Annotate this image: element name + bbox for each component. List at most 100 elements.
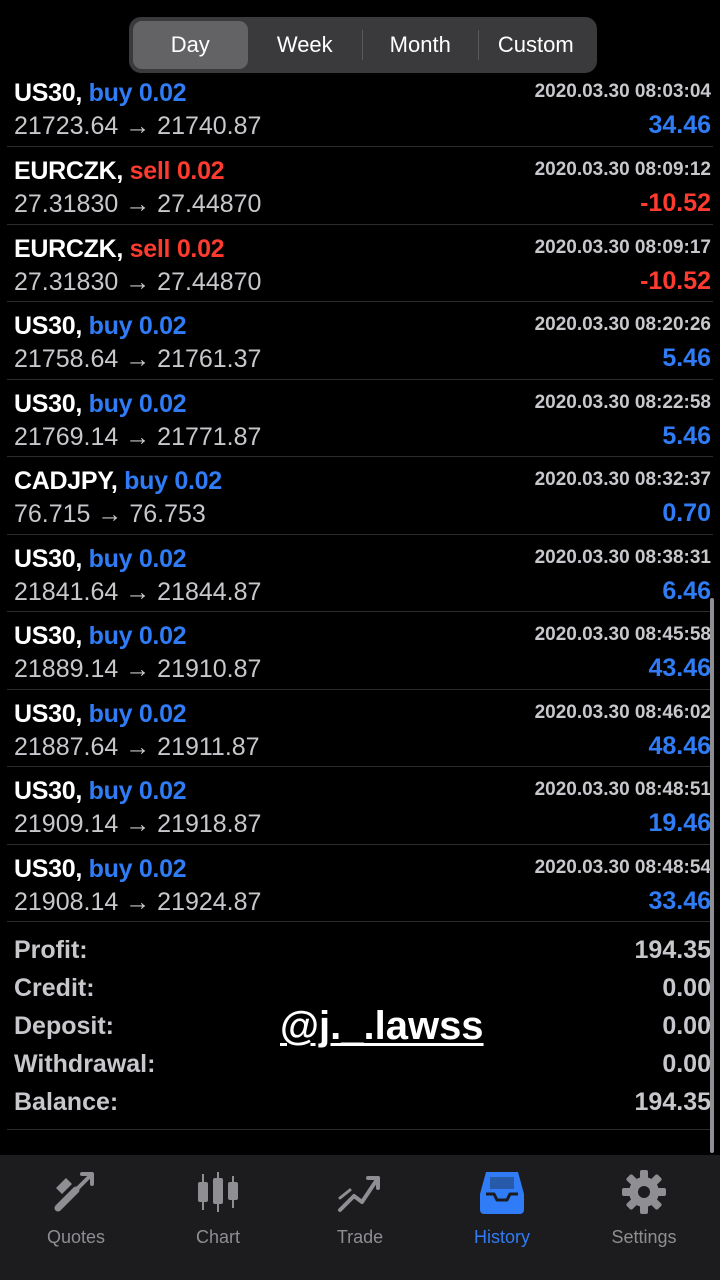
tab-chart-label: Chart bbox=[195, 1227, 240, 1247]
deal-profit: -10.52 bbox=[640, 189, 711, 217]
tab-trade[interactable]: Trade bbox=[290, 1155, 430, 1280]
tab-trade-label: Trade bbox=[336, 1227, 384, 1247]
chart-icon bbox=[193, 1167, 243, 1217]
deals-list: US30, buy 0.02 2020.03.30 08:03:04 21723.6… bbox=[7, 74, 713, 922]
watermark-text: @j._.lawss bbox=[280, 1004, 484, 1048]
deal-profit: 33.46 bbox=[648, 886, 711, 915]
scroll-indicator[interactable] bbox=[710, 598, 714, 1153]
deal-row[interactable]: US30, buy 0.02 2020.03.30 08:48:54 21908.1… bbox=[7, 845, 713, 922]
deal-prices: 21887.64 → 21911.87 bbox=[14, 732, 260, 761]
deal-row[interactable]: US30, buy 0.02 2020.03.30 08:45:58 21889.1… bbox=[7, 612, 713, 690]
deal-time: 2020.03.30 08:32:37 bbox=[534, 469, 711, 490]
deal-profit: 5.46 bbox=[662, 421, 711, 450]
summary-value: 0.00 bbox=[662, 974, 711, 1002]
deal-type-volume: buy 0.02 bbox=[88, 777, 187, 805]
deal-time: 2020.03.30 08:20:26 bbox=[534, 314, 711, 335]
deal-symbol-name: EURCZK, bbox=[14, 234, 124, 263]
deal-symbol-name: US30, bbox=[14, 699, 82, 728]
deal-symbol: EURCZK, sell 0.02 bbox=[14, 157, 225, 186]
period-month[interactable]: Month bbox=[389, 32, 451, 57]
deal-profit: 0.70 bbox=[662, 499, 711, 527]
deal-prices: 21908.14 → 21924.87 bbox=[14, 887, 262, 916]
deal-symbol: US30, buy 0.02 bbox=[14, 777, 187, 806]
tab-quotes[interactable]: Quotes bbox=[6, 1155, 146, 1280]
tab-settings-label: Settings bbox=[611, 1227, 677, 1247]
deal-prices: 21841.64 → 21844.87 bbox=[14, 577, 262, 606]
period-custom[interactable]: Custom bbox=[497, 32, 574, 57]
tab-history[interactable]: History bbox=[432, 1155, 572, 1280]
deal-prices: 21769.14 → 21771.87 bbox=[14, 422, 262, 451]
trade-icon bbox=[335, 1167, 385, 1217]
deal-symbol: US30, buy 0.02 bbox=[14, 622, 187, 651]
deal-profit: 48.46 bbox=[648, 731, 711, 760]
deal-row[interactable]: US30, buy 0.02 2020.03.30 08:22:58 21769.1… bbox=[7, 380, 713, 457]
deal-row[interactable]: US30, buy 0.02 2020.03.30 08:38:31 21841.6… bbox=[7, 535, 713, 612]
deal-symbol-name: US30, bbox=[14, 544, 82, 573]
tab-chart[interactable]: Chart bbox=[148, 1155, 288, 1280]
summary-label: Profit: bbox=[14, 936, 88, 964]
deal-time: 2020.03.30 08:09:17 bbox=[534, 236, 711, 258]
deal-prices: 27.31830 → 27.44870 bbox=[14, 190, 262, 218]
deal-symbol: US30, buy 0.02 bbox=[14, 312, 187, 341]
summary-label: Credit: bbox=[14, 974, 95, 1002]
deal-symbol-name: CADJPY, bbox=[14, 467, 118, 495]
period-day[interactable]: Day bbox=[133, 21, 248, 69]
deal-row[interactable]: US30, buy 0.02 2020.03.30 08:48:51 21909.1… bbox=[7, 767, 713, 845]
summary-row: Balance: 194.35 bbox=[7, 1084, 713, 1122]
tab-history-label: History bbox=[473, 1227, 530, 1247]
deal-symbol-name: US30, bbox=[14, 79, 82, 107]
deal-profit: 34.46 bbox=[648, 111, 711, 139]
deal-prices: 21758.64 → 21761.37 bbox=[14, 345, 262, 373]
deal-symbol: US30, buy 0.02 bbox=[14, 79, 187, 108]
deal-row[interactable]: EURCZK, sell 0.02 2020.03.30 08:09:12 27.3… bbox=[7, 147, 713, 225]
history-summary: Profit: 194.35 Credit: 0.00 Deposit: 0.00 With… bbox=[7, 932, 713, 1130]
deal-symbol: US30, buy 0.02 bbox=[14, 699, 187, 729]
deal-profit: 19.46 bbox=[648, 809, 711, 837]
deal-type-volume: sell 0.02 bbox=[129, 234, 225, 263]
summary-row: Deposit: 0.00 bbox=[7, 1008, 713, 1046]
summary-row: Profit: 194.35 bbox=[7, 932, 713, 970]
tab-bar: Quotes Chart Trade bbox=[0, 1155, 720, 1280]
segment-divider bbox=[477, 30, 479, 60]
deal-type-volume: buy 0.02 bbox=[88, 79, 187, 107]
summary-row: Credit: 0.00 bbox=[7, 970, 713, 1008]
deal-type-volume: buy 0.02 bbox=[124, 467, 222, 495]
deal-type-volume: sell 0.02 bbox=[129, 157, 225, 185]
deal-prices: 21723.64 → 21740.87 bbox=[14, 112, 262, 140]
deal-type-volume: buy 0.02 bbox=[88, 854, 187, 883]
deal-prices: 76.715 → 76.753 bbox=[14, 500, 206, 528]
history-icon bbox=[477, 1167, 527, 1217]
summary-row: Withdrawal: 0.00 bbox=[7, 1046, 713, 1084]
summary-label: Withdrawal: bbox=[14, 1050, 156, 1078]
deal-prices: 27.31830 → 27.44870 bbox=[14, 267, 262, 296]
deal-symbol-name: US30, bbox=[14, 622, 82, 650]
summary-value: 194.35 bbox=[634, 1088, 711, 1116]
deal-time: 2020.03.30 08:09:12 bbox=[534, 159, 711, 180]
deal-symbol: US30, buy 0.02 bbox=[14, 544, 187, 574]
deal-profit: 6.46 bbox=[662, 576, 711, 605]
summary-value: 0.00 bbox=[662, 1012, 711, 1040]
summary-label: Deposit: bbox=[14, 1012, 114, 1040]
deal-symbol: US30, buy 0.02 bbox=[14, 854, 187, 884]
deal-row[interactable]: EURCZK, sell 0.02 2020.03.30 08:09:17 27.3… bbox=[7, 225, 713, 302]
deal-symbol: EURCZK, sell 0.02 bbox=[14, 234, 225, 264]
deal-row[interactable]: US30, buy 0.02 2020.03.30 08:03:04 21723.6… bbox=[7, 74, 713, 147]
period-segmented-control: Day Week Month Custom bbox=[129, 17, 597, 73]
settings-icon bbox=[619, 1167, 669, 1217]
deal-symbol-name: US30, bbox=[14, 854, 82, 883]
deal-time: 2020.03.30 08:03:04 bbox=[534, 81, 711, 102]
deal-time: 2020.03.30 08:38:31 bbox=[534, 546, 711, 568]
deal-profit: -10.52 bbox=[640, 266, 711, 295]
deal-prices: 21889.14 → 21910.87 bbox=[14, 655, 262, 683]
period-week[interactable]: Week bbox=[276, 32, 333, 57]
deal-row[interactable]: US30, buy 0.02 2020.03.30 08:46:02 21887.6… bbox=[7, 690, 713, 767]
tab-settings[interactable]: Settings bbox=[574, 1155, 714, 1280]
deal-prices: 21909.14 → 21918.87 bbox=[14, 810, 262, 838]
tab-quotes-label: Quotes bbox=[46, 1227, 106, 1247]
deal-symbol-name: US30, bbox=[14, 777, 82, 805]
quotes-icon bbox=[51, 1167, 101, 1217]
deal-row[interactable]: US30, buy 0.02 2020.03.30 08:20:26 21758.6… bbox=[7, 302, 713, 380]
deal-symbol-name: US30, bbox=[14, 312, 82, 340]
deal-type-volume: buy 0.02 bbox=[88, 312, 187, 340]
deal-row[interactable]: CADJPY, buy 0.02 2020.03.30 08:32:37 76.71… bbox=[7, 457, 713, 535]
